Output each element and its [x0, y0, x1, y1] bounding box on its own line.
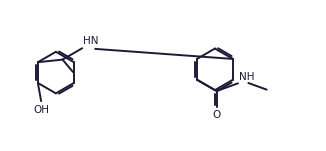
- Text: NH: NH: [239, 72, 255, 82]
- Text: HN: HN: [83, 36, 98, 46]
- Text: OH: OH: [33, 105, 49, 115]
- Text: O: O: [213, 110, 221, 120]
